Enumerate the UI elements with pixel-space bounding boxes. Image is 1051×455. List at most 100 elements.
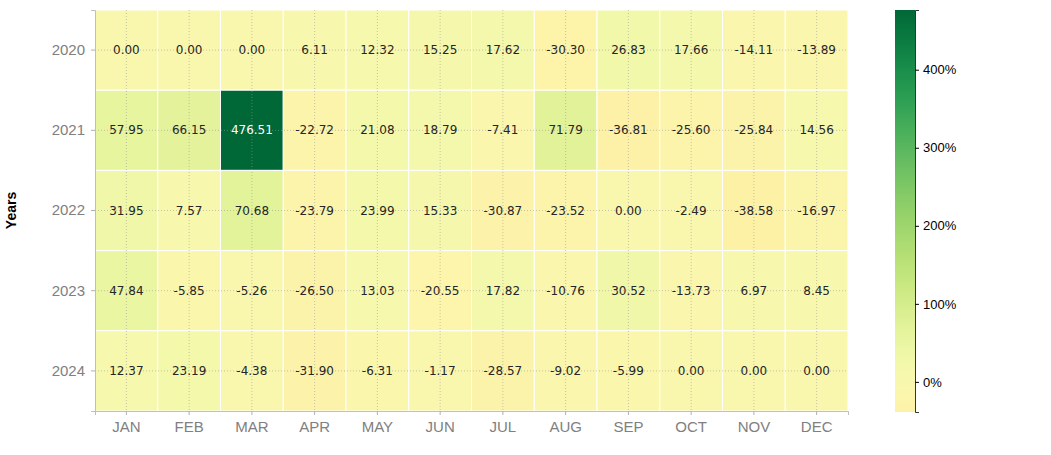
x-tick-label: FEB <box>175 418 204 435</box>
x-tick-label: OCT <box>675 418 707 435</box>
heatmap-cell <box>221 90 284 170</box>
data-label: -20.55 <box>421 284 460 298</box>
y-tick <box>91 290 95 291</box>
grid-line <box>95 370 848 371</box>
data-label: 6.11 <box>301 43 328 57</box>
y-tick-group: 2020 <box>52 41 95 58</box>
heatmap-cell <box>409 331 472 411</box>
x-tick-group: AUG <box>549 411 582 435</box>
data-label: -30.87 <box>484 204 523 218</box>
colorbar-tick-group: 0% <box>915 375 942 390</box>
x-tick <box>251 411 252 415</box>
data-label: 14.56 <box>799 123 833 137</box>
data-label: -10.76 <box>546 284 585 298</box>
colorbar-tick <box>915 226 919 227</box>
x-tick-group: NOV <box>738 411 771 435</box>
axis-line <box>96 412 849 416</box>
data-label: 30.52 <box>611 284 645 298</box>
data-label: 13.03 <box>360 284 394 298</box>
heatmap-cell <box>346 90 409 170</box>
y-tick <box>91 210 95 211</box>
data-label: 26.83 <box>611 43 645 57</box>
x-tick-group: JAN <box>112 411 140 435</box>
x-tick-label: JUN <box>426 418 455 435</box>
data-label: -31.90 <box>295 364 334 378</box>
data-label: 66.15 <box>172 123 206 137</box>
data-label: -9.02 <box>550 364 581 378</box>
data-label: 15.25 <box>423 43 457 57</box>
colorbar-tick-group: 200% <box>915 218 957 233</box>
data-label: -30.30 <box>546 43 585 57</box>
data-label: -16.97 <box>797 204 836 218</box>
data-label: -25.60 <box>672 123 711 137</box>
x-tick <box>816 411 817 415</box>
y-axis: 20202021202220232024 <box>52 11 96 412</box>
y-tick-label: 2023 <box>52 282 85 299</box>
x-tick-label: JAN <box>112 418 140 435</box>
x-tick <box>502 411 503 415</box>
data-label: 476.51 <box>231 123 273 137</box>
data-label: 18.79 <box>423 123 457 137</box>
colorbar-tick-label: 300% <box>923 140 957 155</box>
grid-line <box>95 290 848 291</box>
colorbar-tick-label: 200% <box>923 218 957 233</box>
x-tick-group: DEC <box>801 411 833 435</box>
x-tick <box>189 411 190 415</box>
data-label: -25.84 <box>735 123 774 137</box>
colorbar-tick-label: 100% <box>923 297 957 312</box>
x-tick-label: SEP <box>613 418 643 435</box>
data-label: 0.00 <box>803 364 830 378</box>
x-tick <box>440 411 441 415</box>
data-label: -22.72 <box>295 123 334 137</box>
x-tick <box>691 411 692 415</box>
data-label: -6.31 <box>362 364 393 378</box>
colorbar <box>895 10 915 412</box>
x-tick-group: OCT <box>675 411 707 435</box>
colorbar-tick-label: 0% <box>923 375 942 390</box>
data-label: 31.95 <box>109 204 143 218</box>
data-label: 17.62 <box>486 43 520 57</box>
data-label: 47.84 <box>109 284 143 298</box>
colorbar-tick <box>915 148 919 149</box>
data-label: 57.95 <box>109 123 143 137</box>
colorbar-tick <box>915 304 919 305</box>
colorbar-tick-group: 100% <box>915 297 957 312</box>
data-label: -5.99 <box>613 364 644 378</box>
data-label: 17.82 <box>486 284 520 298</box>
x-tick-label: NOV <box>738 418 771 435</box>
cells <box>95 10 848 411</box>
data-label: -26.50 <box>295 284 334 298</box>
data-label: -23.79 <box>295 204 334 218</box>
y-tick-group: 2024 <box>52 362 95 379</box>
x-tick-label: DEC <box>801 418 833 435</box>
y-tick-group: 2021 <box>52 121 95 138</box>
data-label: -7.41 <box>487 123 518 137</box>
data-label: 71.79 <box>548 123 582 137</box>
heatmap-cell <box>409 90 472 170</box>
x-axis: JANFEBMARAPRMAYJUNJULAUGSEPOCTNOVDEC <box>96 411 849 435</box>
x-tick-group: JUL <box>490 411 517 435</box>
x-tick-group: APR <box>299 411 330 435</box>
data-label: -2.49 <box>676 204 707 218</box>
data-label: -4.38 <box>236 364 267 378</box>
grid <box>95 10 848 411</box>
axis-line <box>916 11 920 413</box>
y-tick-group: 2023 <box>52 282 95 299</box>
data-label: 70.68 <box>235 204 269 218</box>
data-label: 12.37 <box>109 364 143 378</box>
colorbar-tick-group: 300% <box>915 140 957 155</box>
chart: 0.000.000.006.1112.3215.2517.62-30.3026.… <box>0 0 1051 455</box>
data-label: 0.00 <box>741 364 768 378</box>
colorbar-tick <box>915 70 919 71</box>
heatmap-cell <box>346 331 409 411</box>
y-tick <box>91 370 95 371</box>
y-tick <box>91 50 95 51</box>
data-label: 12.32 <box>360 43 394 57</box>
x-tick-label: AUG <box>549 418 582 435</box>
heatmap-cell <box>283 90 346 170</box>
data-label: 23.19 <box>172 364 206 378</box>
x-tick-group: JUN <box>426 411 455 435</box>
x-tick-label: APR <box>299 418 330 435</box>
heatmap-cell <box>283 331 346 411</box>
x-tick-label: MAR <box>235 418 269 435</box>
